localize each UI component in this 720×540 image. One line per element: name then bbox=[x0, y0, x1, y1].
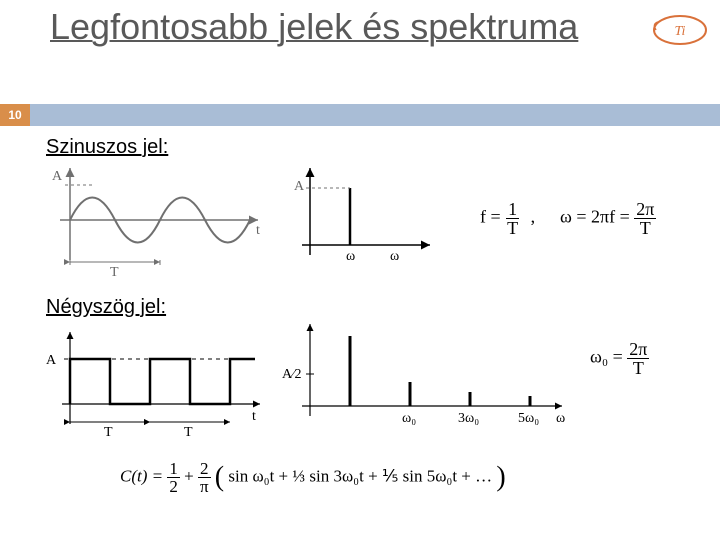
square-x-label: t bbox=[252, 409, 256, 424]
slide-number-badge: 10 bbox=[0, 104, 30, 126]
square-eq-omega0: ω₀ = 2πT bbox=[590, 340, 649, 377]
sine-eq-omega: ω = 2πf = 2πT bbox=[560, 200, 656, 237]
square-spec-axis-label: ω bbox=[556, 411, 565, 426]
square-spec-y-label: A⁄2 bbox=[282, 367, 301, 382]
square-time-diagram: A t T T bbox=[40, 324, 270, 444]
square-spec-tick-3: 5ω₀ bbox=[518, 411, 539, 426]
sine-eq-f: f = 1T , bbox=[480, 200, 535, 237]
square-y-label: A bbox=[46, 353, 57, 368]
svg-text:Ti: Ti bbox=[675, 24, 686, 39]
square-spec-tick-2: 3ω₀ bbox=[458, 411, 479, 426]
sine-y-label: A bbox=[52, 169, 63, 184]
section-heading-square: Négyszög jel: bbox=[46, 296, 166, 319]
section-heading-sine: Szinuszos jel: bbox=[46, 136, 168, 159]
square-spec-tick-1: ω₀ bbox=[402, 411, 416, 426]
sine-spec-tick: ω bbox=[346, 249, 355, 264]
sine-x-label: t bbox=[256, 223, 260, 238]
square-period-2: T bbox=[184, 425, 193, 440]
logo: Ti bbox=[650, 10, 710, 50]
square-period-1: T bbox=[104, 425, 113, 440]
sine-time-diagram: A t T bbox=[40, 160, 270, 280]
fourier-series-equation: C(t) = 12 + 2π ( sin ω₀t + ⅓ sin 3ω₀t + … bbox=[120, 460, 506, 495]
sine-spec-axis-label: ω bbox=[390, 249, 399, 264]
sine-spectrum-diagram: A ω ω bbox=[290, 160, 440, 280]
page-title: Legfontosabb jelek és spektruma bbox=[50, 6, 578, 47]
slide-number: 10 bbox=[8, 108, 21, 122]
sine-period-label: T bbox=[110, 265, 119, 280]
sine-spec-y-label: A bbox=[294, 179, 305, 194]
title-bar bbox=[0, 104, 720, 126]
square-spectrum-diagram: A⁄2 ω₀ 3ω₀ 5ω₀ ω bbox=[280, 316, 570, 436]
